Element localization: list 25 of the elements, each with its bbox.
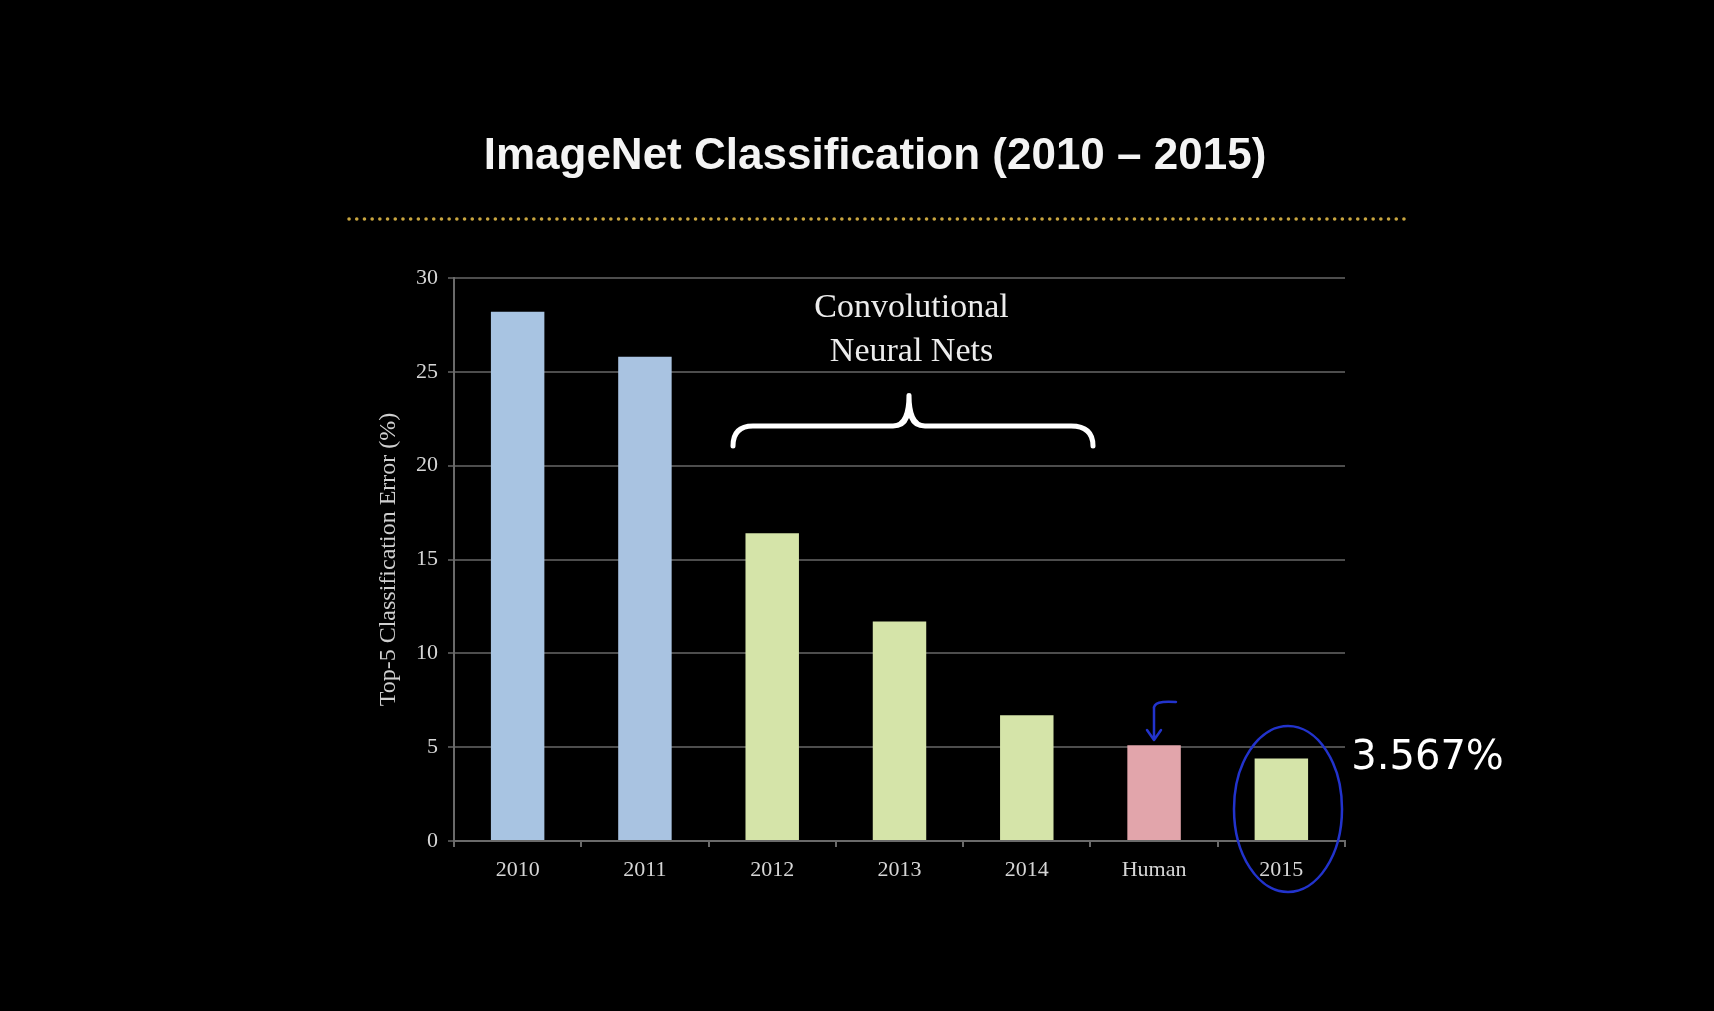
bar [1000, 715, 1054, 840]
bar [1127, 745, 1181, 840]
y-tick-label: 30 [416, 263, 438, 289]
x-tick-label: Human [1121, 855, 1187, 881]
bar [490, 311, 545, 840]
y-axis-title: Top-5 Classification Error (%) [373, 412, 400, 707]
x-tick-label: 2014 [1004, 855, 1049, 881]
y-tick-label: 10 [416, 639, 438, 665]
annotation: Convolutional Neural Nets [814, 286, 1009, 368]
x-tick-label: 2013 [877, 855, 922, 881]
y-tick-label: 15 [416, 545, 438, 571]
y-tick-label: 5 [427, 732, 438, 758]
x-tick-label: 2015 [1259, 855, 1304, 881]
annotation: 3.567% [1351, 731, 1504, 778]
x-tick-label: 2011 [623, 855, 667, 881]
x-tick-label: 2012 [750, 855, 795, 881]
y-tick-label: 20 [416, 451, 438, 477]
bar [618, 356, 672, 840]
x-tick-label: 2010 [495, 855, 540, 881]
bar [745, 533, 799, 840]
bar [872, 621, 927, 840]
y-tick-label: 25 [416, 357, 438, 383]
y-tick-label: 0 [427, 826, 438, 852]
chart-title: ImageNet Classification (2010 – 2015) [483, 128, 1267, 180]
bar [1254, 758, 1309, 840]
